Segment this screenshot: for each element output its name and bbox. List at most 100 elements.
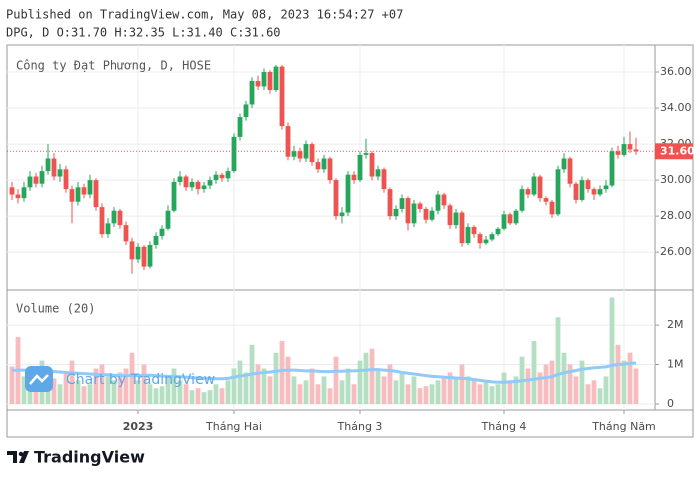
candle-body xyxy=(441,194,447,206)
candle-body xyxy=(123,225,129,242)
volume-bar xyxy=(453,378,459,404)
candle-body xyxy=(579,180,585,200)
volume-bar xyxy=(81,386,87,404)
x-tick-label: Tháng Hai xyxy=(205,420,262,433)
volume-bar xyxy=(369,348,375,404)
watermark: Chart by TradingView xyxy=(25,366,215,392)
volume-bar xyxy=(363,352,369,404)
candle-body xyxy=(201,185,207,190)
volume-bar xyxy=(327,388,333,404)
volume-bar xyxy=(231,368,237,404)
volume-bar xyxy=(345,368,351,404)
candle-body xyxy=(27,176,33,188)
candle-body xyxy=(417,203,423,209)
volume-bar xyxy=(603,376,609,404)
volume-bar xyxy=(627,352,633,404)
volume-bar xyxy=(471,380,477,404)
x-tick-label: Tháng Năm xyxy=(591,420,656,433)
volume-bar xyxy=(555,317,561,404)
volume-bar xyxy=(609,297,615,404)
volume-bar xyxy=(495,384,501,404)
x-tick-label: Tháng 4 xyxy=(481,420,527,433)
candle-body xyxy=(291,151,297,157)
candle-body xyxy=(219,174,225,179)
published-note: Published on TradingView.com, May 08, 20… xyxy=(6,8,403,22)
candle-body xyxy=(153,235,159,245)
candle-body xyxy=(513,210,519,224)
y-tick-label: 26.00 xyxy=(660,245,692,258)
candle-body xyxy=(447,205,453,226)
candle-body xyxy=(399,198,405,209)
candle-body xyxy=(39,171,45,184)
volume-bar xyxy=(99,364,105,404)
candle-body xyxy=(501,214,507,229)
candle-body xyxy=(303,144,309,159)
candle-body xyxy=(267,72,273,91)
candle-body xyxy=(105,223,111,235)
y-tick-label: 36.00 xyxy=(660,65,692,78)
candle-body xyxy=(555,169,561,215)
volume-bar xyxy=(189,390,195,404)
y-tick-label: 2M xyxy=(667,318,684,331)
candle-body xyxy=(57,169,63,177)
y-tick-label: 0 xyxy=(667,397,674,410)
candle-body xyxy=(561,158,567,170)
candle-body xyxy=(453,212,459,226)
candle-body xyxy=(147,244,153,267)
candle-body xyxy=(489,234,495,240)
volume-bar xyxy=(507,380,513,404)
volume-bar xyxy=(591,380,597,404)
candle-body xyxy=(339,212,345,217)
volume-bar xyxy=(561,352,567,404)
volume-bar xyxy=(213,384,219,404)
volume-bar xyxy=(27,380,33,404)
candle-body xyxy=(429,210,435,220)
candle-body xyxy=(249,81,255,105)
candle-body xyxy=(351,174,357,181)
candle-body xyxy=(633,149,639,152)
volume-bar xyxy=(129,352,135,404)
candle-body xyxy=(177,176,183,182)
candle-body xyxy=(537,176,543,199)
volume-bar xyxy=(279,340,285,404)
watermark-icon xyxy=(29,374,49,385)
candle-body xyxy=(15,194,21,199)
candle-body xyxy=(531,176,537,195)
volume-bar xyxy=(405,384,411,404)
volume-bar xyxy=(417,388,423,404)
volume-bar xyxy=(387,364,393,404)
candle-body xyxy=(213,174,219,181)
volume-bar xyxy=(111,380,117,404)
candle-body xyxy=(405,198,411,224)
volume-bar xyxy=(285,356,291,404)
candle-body xyxy=(297,151,303,159)
candle-body xyxy=(471,226,477,235)
candle-body xyxy=(273,66,279,91)
candle-body xyxy=(231,136,237,172)
volume-bar xyxy=(633,368,639,404)
volume-bar xyxy=(297,384,303,404)
candle-body xyxy=(333,180,339,217)
volume-bar xyxy=(135,380,141,404)
candle-body xyxy=(519,189,525,211)
candle-body xyxy=(135,246,141,260)
y-tick-label: 28.00 xyxy=(660,209,692,222)
plot: 26.0028.0030.0032.0034.0036.0001M2M2023T… xyxy=(7,45,695,433)
volume-bar xyxy=(567,364,573,404)
candle-body xyxy=(507,214,513,224)
volume-bar xyxy=(255,364,261,404)
volume-bar xyxy=(501,372,507,404)
volume-bar xyxy=(33,384,39,404)
candle-body xyxy=(111,210,117,224)
volume-bar xyxy=(489,386,495,404)
candle-body xyxy=(51,158,57,177)
candle-body xyxy=(477,234,483,244)
candle-body xyxy=(435,194,441,211)
volume-bar xyxy=(93,368,99,404)
volume-bar xyxy=(411,376,417,404)
last-price-badge xyxy=(655,143,693,160)
candle-body xyxy=(549,201,555,215)
candle-body xyxy=(171,181,177,211)
candle-body xyxy=(381,169,387,190)
volume-bar xyxy=(243,372,249,404)
